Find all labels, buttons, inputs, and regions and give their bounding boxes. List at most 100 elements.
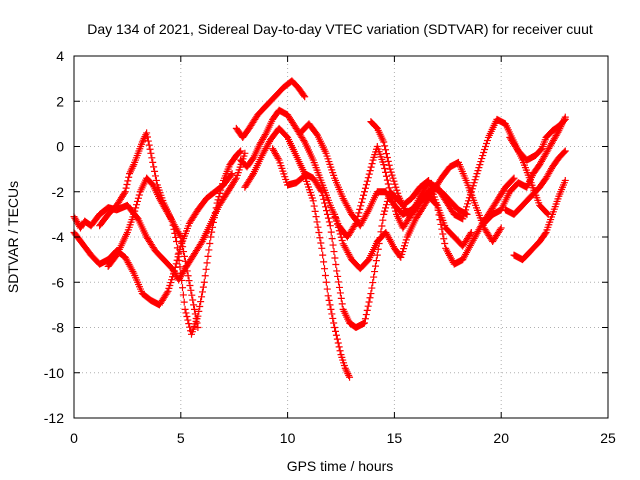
data-point — [459, 215, 467, 223]
data-point — [200, 278, 208, 286]
data-point — [371, 262, 379, 270]
data-point — [180, 298, 188, 306]
data-point — [463, 210, 471, 218]
data-point — [388, 171, 396, 179]
data-point — [185, 277, 193, 285]
data-point — [483, 136, 491, 144]
data-point — [317, 186, 325, 194]
data-point — [327, 305, 335, 313]
data-point — [197, 298, 205, 306]
data-point — [330, 319, 338, 327]
data-point — [214, 196, 222, 204]
data-point — [135, 191, 143, 199]
data-point — [146, 145, 154, 153]
data-point — [188, 291, 196, 299]
data-point — [177, 269, 185, 277]
data-point — [367, 290, 375, 298]
data-point — [382, 146, 390, 154]
data-point — [274, 154, 282, 162]
data-point — [145, 141, 153, 149]
data-point — [476, 161, 484, 169]
data-point — [334, 223, 342, 231]
data-point — [183, 313, 191, 321]
data-point — [179, 243, 187, 251]
data-point — [509, 175, 517, 183]
data-point — [209, 223, 217, 231]
data-point — [179, 284, 187, 292]
data-point — [474, 167, 482, 175]
data-point — [325, 296, 333, 304]
data-point — [440, 235, 448, 243]
series-trace-15 — [506, 115, 569, 164]
data-point — [473, 170, 481, 178]
data-point — [173, 244, 181, 252]
data-point — [326, 222, 334, 230]
data-point — [463, 203, 471, 211]
data-point — [336, 347, 344, 355]
x-tick-label: 5 — [177, 430, 185, 446]
data-point — [323, 210, 331, 218]
data-point — [181, 257, 189, 265]
data-point — [216, 189, 224, 197]
data-point — [124, 177, 132, 185]
data-point — [359, 195, 367, 203]
data-point — [301, 93, 309, 101]
data-point — [383, 153, 391, 161]
data-point — [382, 201, 390, 209]
data-point — [313, 218, 321, 226]
data-point — [326, 301, 334, 309]
y-tick-label: -4 — [52, 229, 65, 245]
data-point — [201, 272, 209, 280]
data-point — [560, 148, 568, 156]
y-tick-label: 4 — [56, 48, 64, 64]
data-point — [479, 152, 487, 160]
data-point — [385, 184, 393, 192]
data-point — [510, 174, 518, 182]
data-point — [373, 251, 381, 259]
data-point — [316, 234, 324, 242]
data-point — [378, 222, 386, 230]
series-trace-14 — [510, 176, 569, 264]
data-point — [331, 324, 339, 331]
data-point — [356, 205, 364, 213]
data-point — [355, 209, 363, 217]
data-point — [194, 324, 202, 331]
data-point — [122, 184, 130, 192]
data-point — [147, 149, 155, 157]
data-point — [386, 165, 394, 173]
data-point — [209, 218, 217, 226]
data-point — [309, 197, 317, 205]
data-point — [322, 203, 330, 211]
data-point — [328, 310, 336, 318]
data-point — [184, 316, 192, 324]
data-point — [389, 174, 397, 182]
data-point — [380, 138, 388, 146]
data-point — [381, 164, 389, 172]
data-point — [196, 302, 204, 310]
data-point — [131, 207, 139, 215]
data-point — [186, 281, 194, 289]
data-point — [369, 279, 377, 287]
data-point — [151, 172, 159, 180]
series-trace-13 — [501, 147, 569, 218]
data-point — [219, 180, 227, 188]
data-point — [300, 91, 308, 99]
data-point — [329, 241, 337, 249]
data-point — [324, 292, 332, 300]
data-point — [334, 339, 342, 347]
data-point — [370, 273, 378, 281]
data-point — [213, 199, 221, 207]
data-point — [168, 217, 176, 225]
data-point — [432, 200, 440, 208]
data-point — [472, 173, 480, 181]
data-point — [363, 306, 371, 314]
data-point — [337, 233, 345, 241]
data-point — [120, 189, 128, 197]
data-point — [202, 265, 210, 273]
data-point — [173, 238, 181, 246]
data-point — [382, 204, 390, 212]
data-point — [248, 171, 256, 179]
series-trace-12 — [480, 113, 569, 227]
data-point — [338, 300, 346, 308]
data-point — [332, 217, 340, 225]
